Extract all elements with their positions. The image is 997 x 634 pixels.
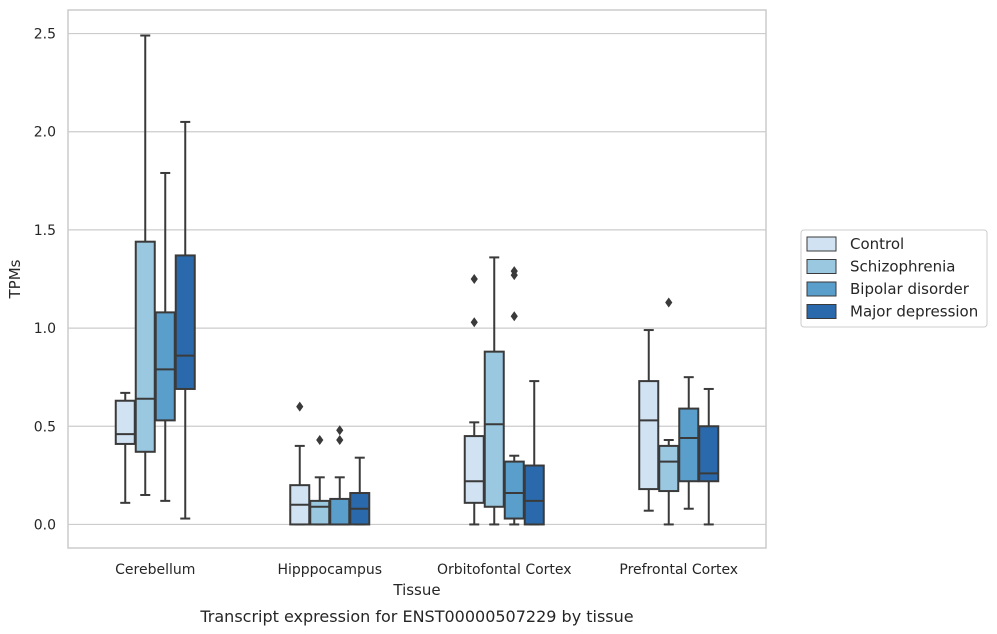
legend-swatch	[806, 236, 837, 252]
outlier-point	[470, 274, 478, 284]
box	[503, 266, 525, 526]
box-body	[503, 460, 525, 520]
box-body	[698, 425, 720, 483]
chart-caption: Transcript expression for ENST0000050722…	[199, 607, 633, 626]
outlier-point	[665, 297, 673, 308]
x-tick-label: Prefrontal Cortex	[619, 562, 738, 578]
x-tick-label: Hipppocampus	[277, 562, 382, 578]
x-axis-ticks: Cerebellum Hipppocampus Orbitofontal Corte…	[115, 562, 738, 578]
box	[349, 456, 371, 526]
box	[174, 120, 196, 520]
box-body	[134, 240, 156, 453]
legend: Control Schizophrenia Bipolar disorder Majo…	[800, 229, 988, 328]
box	[678, 376, 700, 510]
box-body	[658, 444, 680, 493]
legend-label: Bipolar disorder	[850, 280, 970, 298]
legend-label: Control	[850, 235, 904, 253]
box	[289, 401, 311, 526]
box	[154, 171, 176, 502]
box-body	[154, 311, 176, 422]
box	[329, 425, 351, 526]
box-body	[329, 497, 351, 526]
box-body	[309, 499, 331, 526]
series-major-depression	[174, 120, 720, 526]
box	[463, 274, 485, 526]
y-tick-label: 0.5	[34, 419, 56, 435]
box-body	[463, 435, 485, 504]
box-body	[523, 464, 545, 526]
y-tick-label: 0.0	[34, 517, 56, 533]
y-tick-label: 2.0	[34, 125, 56, 141]
box	[134, 34, 156, 496]
outlier-point	[336, 435, 344, 446]
box	[638, 329, 660, 512]
series-schizophrenia	[134, 34, 680, 526]
series-bipolar-disorder	[154, 171, 700, 526]
legend-swatch	[806, 281, 837, 297]
y-axis-ticks: 0.0 0.5 1.0 1.5 2.0 2.5	[34, 27, 56, 534]
y-tick-label: 2.5	[34, 27, 56, 43]
box-body	[174, 254, 196, 390]
box	[698, 387, 720, 526]
box	[309, 435, 331, 526]
x-tick-label: Orbitofontal Cortex	[437, 562, 572, 578]
box-body	[678, 407, 700, 483]
legend-swatch	[806, 259, 837, 274]
y-tick-label: 1.5	[34, 223, 56, 239]
plot-area-frame	[67, 9, 767, 549]
y-axis-title: TPMs	[6, 259, 24, 299]
box	[483, 256, 505, 526]
outlier-point	[510, 266, 518, 277]
outlier-point	[296, 401, 304, 412]
x-tick-label: Cerebellum	[115, 562, 195, 578]
legend-label: Schizophrenia	[850, 258, 955, 276]
box	[523, 380, 545, 526]
outlier-point	[470, 317, 478, 328]
outlier-point	[316, 435, 324, 446]
legend-swatch	[806, 304, 837, 319]
box-body	[114, 399, 136, 445]
box-plot-series	[114, 34, 720, 526]
box-body	[638, 380, 660, 491]
outlier-point	[510, 311, 518, 322]
legend-label: Major depression	[850, 303, 978, 321]
box	[658, 297, 680, 526]
y-tick-label: 1.0	[34, 321, 56, 337]
x-axis-title: Tissue	[392, 581, 440, 599]
legend-frame	[800, 229, 988, 328]
box	[114, 391, 136, 504]
outlier-point	[336, 425, 344, 436]
box-body	[483, 350, 505, 508]
series-control	[114, 274, 660, 526]
